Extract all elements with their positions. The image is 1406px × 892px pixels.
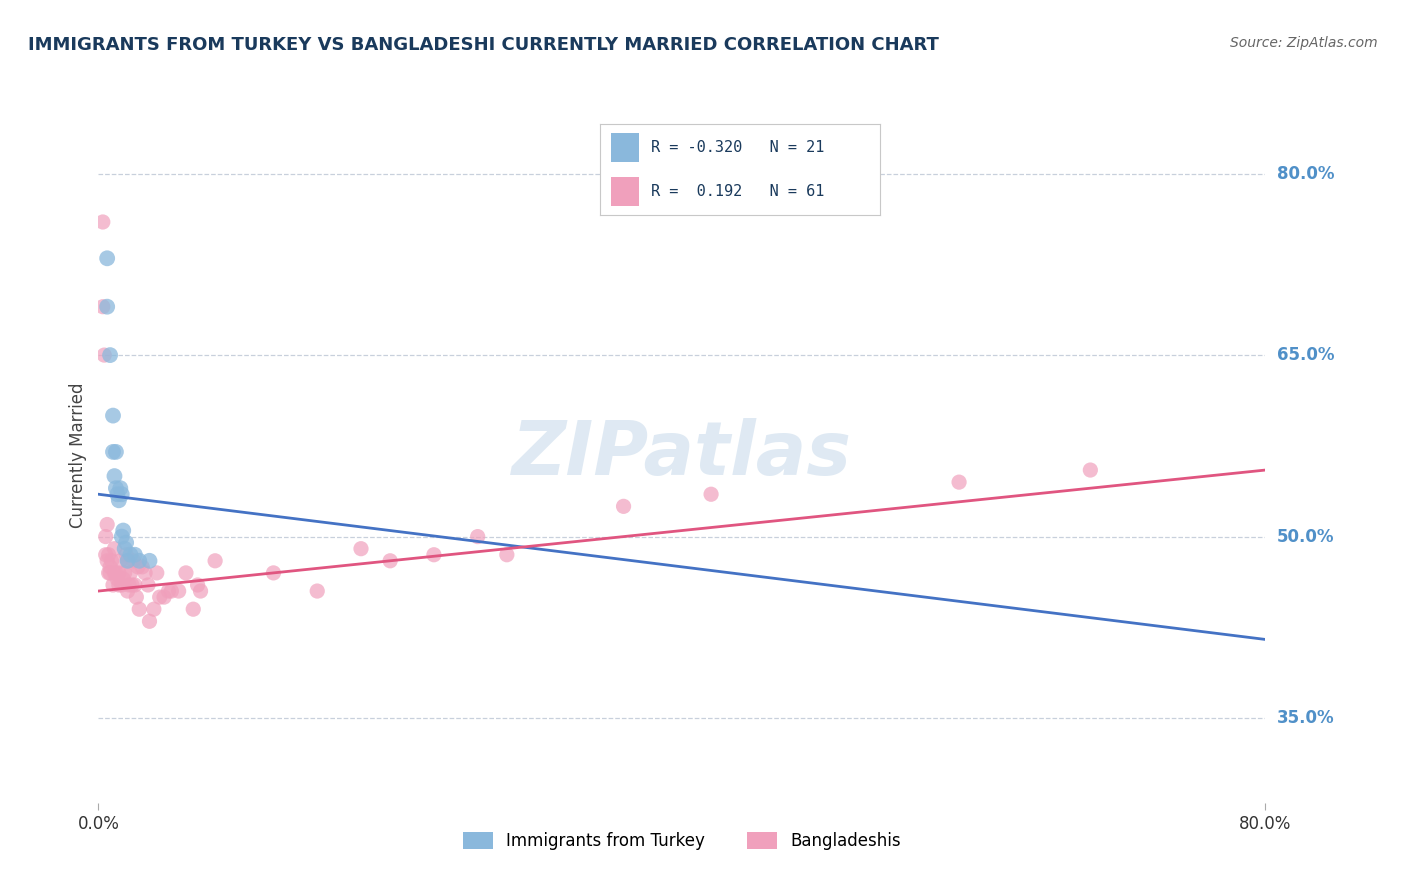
Point — [105, 572, 128, 586]
Point — [110, 481, 132, 495]
Point — [138, 554, 160, 568]
Point — [97, 548, 120, 562]
Point — [262, 566, 284, 580]
Point — [204, 554, 226, 568]
Point — [153, 590, 176, 604]
Point — [100, 554, 122, 568]
Point — [91, 300, 114, 314]
Point — [101, 409, 124, 423]
Point — [112, 572, 135, 586]
Text: 80.0%: 80.0% — [1277, 165, 1334, 183]
Point — [120, 548, 142, 562]
Point — [121, 578, 143, 592]
Point — [190, 584, 212, 599]
Point — [104, 445, 127, 459]
Point — [117, 554, 139, 568]
Text: 50.0%: 50.0% — [1277, 527, 1334, 546]
Y-axis label: Currently Married: Currently Married — [69, 382, 87, 528]
Point — [120, 566, 142, 580]
Point — [134, 566, 156, 580]
Point — [174, 566, 197, 580]
Point — [103, 469, 125, 483]
Text: IMMIGRANTS FROM TURKEY VS BANGLADESHI CURRENTLY MARRIED CORRELATION CHART: IMMIGRANTS FROM TURKEY VS BANGLADESHI CU… — [28, 36, 939, 54]
Point — [307, 584, 329, 599]
Point — [94, 530, 117, 544]
Point — [380, 554, 402, 568]
Point — [91, 215, 114, 229]
Point — [98, 348, 121, 362]
Legend: Immigrants from Turkey, Bangladeshis: Immigrants from Turkey, Bangladeshis — [457, 826, 907, 857]
Point — [105, 487, 128, 501]
Point — [111, 578, 134, 592]
Point — [111, 487, 134, 501]
Point — [110, 554, 132, 568]
Point — [117, 584, 139, 599]
Point — [117, 554, 139, 568]
Text: ZIPatlas: ZIPatlas — [512, 418, 852, 491]
Point — [612, 500, 634, 514]
Point — [142, 602, 165, 616]
Point — [101, 578, 124, 592]
Point — [948, 475, 970, 490]
Text: 65.0%: 65.0% — [1277, 346, 1334, 364]
Point — [115, 548, 138, 562]
Point — [98, 559, 121, 574]
Point — [114, 566, 136, 580]
Point — [94, 548, 117, 562]
Point — [128, 554, 150, 568]
Point — [96, 252, 118, 266]
Point — [97, 566, 120, 580]
Point — [496, 548, 519, 562]
Point — [467, 530, 489, 544]
Point — [124, 578, 146, 592]
Point — [167, 584, 190, 599]
Point — [111, 530, 134, 544]
Point — [103, 566, 125, 580]
Point — [96, 517, 118, 532]
Point — [93, 348, 115, 362]
Point — [149, 590, 172, 604]
Point — [114, 541, 136, 556]
Point — [101, 445, 124, 459]
Point — [124, 548, 146, 562]
Point — [125, 590, 148, 604]
Point — [136, 578, 159, 592]
Point — [423, 548, 446, 562]
Point — [115, 535, 138, 549]
Point — [1080, 463, 1102, 477]
Point — [700, 487, 723, 501]
Point — [138, 615, 160, 629]
Point — [96, 300, 118, 314]
Point — [104, 481, 127, 495]
Point — [118, 578, 141, 592]
Point — [350, 541, 373, 556]
Point — [122, 554, 145, 568]
Point — [112, 524, 135, 538]
Point — [103, 541, 125, 556]
Point — [108, 493, 131, 508]
Point — [96, 554, 118, 568]
Text: Source: ZipAtlas.com: Source: ZipAtlas.com — [1230, 36, 1378, 50]
Point — [128, 602, 150, 616]
Point — [160, 584, 183, 599]
Point — [187, 578, 209, 592]
Point — [131, 559, 153, 574]
Point — [108, 578, 131, 592]
Point — [104, 566, 127, 580]
Point — [146, 566, 169, 580]
Point — [157, 584, 180, 599]
Point — [127, 559, 149, 574]
Point — [181, 602, 204, 616]
Text: 35.0%: 35.0% — [1277, 709, 1334, 727]
Point — [108, 566, 131, 580]
Point — [98, 566, 121, 580]
